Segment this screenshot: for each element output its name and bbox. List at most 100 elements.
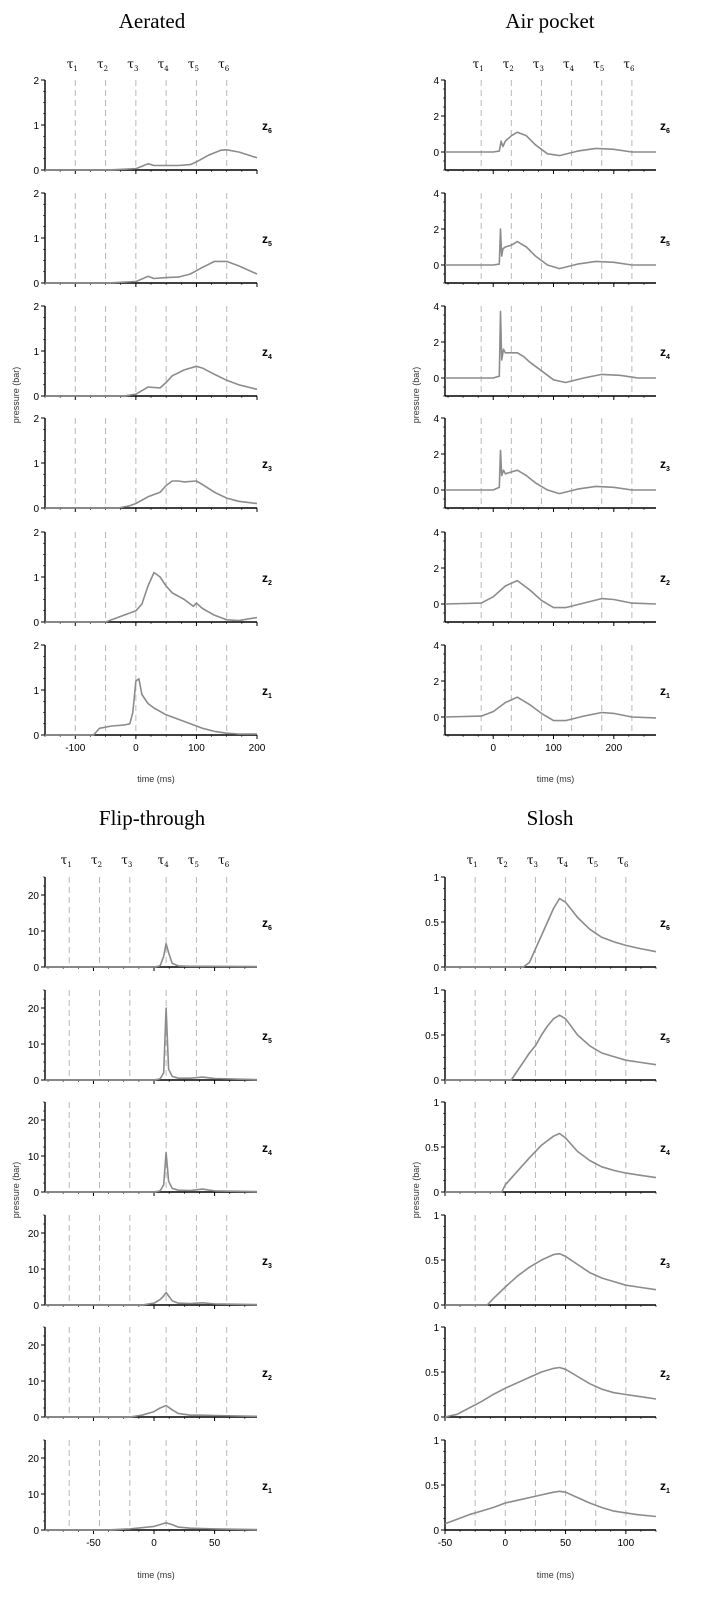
panel-z5: 0 0.5 1 z5 — [425, 986, 670, 1087]
y-tick-label: 10 — [28, 1040, 40, 1051]
x-axis-label: time (ms) — [137, 1570, 175, 1580]
y-tick-label: 0.5 — [425, 1256, 439, 1267]
panel-z1: 0 10 20 z1 -50 0 50 — [28, 1439, 272, 1549]
x-axis-label: time (ms) — [137, 774, 175, 784]
series-line-z5 — [45, 1007, 258, 1081]
y-tick-label: 1 — [433, 986, 439, 997]
x-tick-label: 200 — [249, 743, 266, 754]
panel-z6: 0 1 2 z6 — [33, 76, 272, 177]
series-label: z2 — [262, 1366, 272, 1382]
panel-z5: 0 1 2 z5 — [33, 189, 272, 290]
chart-title: Flip-through — [99, 806, 206, 830]
series-line-z4 — [445, 310, 656, 384]
panel-z6: 0 2 4 z6 — [433, 76, 670, 174]
tau-label: τ4 — [557, 853, 569, 869]
y-tick-label: 0 — [433, 963, 439, 974]
series-label: z1 — [262, 1479, 272, 1495]
y-tick-label: 0.5 — [425, 1481, 439, 1492]
chart-title: Air pocket — [505, 9, 594, 33]
tau-label: τ6 — [218, 853, 230, 869]
y-tick-label: 0 — [33, 1413, 39, 1424]
x-tick-label: 100 — [618, 1538, 635, 1549]
panel-z2: 0 10 20 z2 — [28, 1326, 272, 1424]
series-label: z1 — [660, 684, 670, 700]
panel-z4: 0 10 20 z4 — [28, 1101, 272, 1199]
chart-title: Slosh — [527, 806, 574, 830]
series-label: z4 — [660, 345, 670, 361]
x-tick-label: 0 — [490, 743, 496, 754]
panel-z1: 0 2 4 z1 0 100 200 — [433, 641, 670, 754]
panel-z3: 0 10 20 z3 — [28, 1214, 272, 1312]
tau-label: τ6 — [623, 57, 635, 73]
series-line-z3 — [45, 1291, 258, 1306]
tau-label: τ2 — [497, 853, 508, 869]
y-tick-label: 2 — [33, 76, 39, 87]
series-label: z3 — [262, 1254, 272, 1270]
y-tick-label: 4 — [433, 641, 439, 652]
tau-label: τ4 — [563, 57, 575, 73]
y-tick-label: 20 — [28, 1454, 40, 1465]
y-tick-label: 4 — [433, 528, 439, 539]
panel-z2: 0 1 2 z2 — [33, 528, 272, 629]
series-line-z1 — [444, 1490, 657, 1525]
y-tick-label: 0 — [433, 486, 439, 497]
y-tick-label: 10 — [28, 1490, 40, 1501]
x-tick-label: 0 — [133, 743, 139, 754]
y-tick-label: 0 — [33, 504, 39, 515]
y-tick-label: 0 — [433, 148, 439, 159]
series-label: z3 — [660, 457, 670, 473]
y-tick-label: 10 — [28, 1152, 40, 1163]
tau-label: τ1 — [61, 853, 72, 869]
tau-label: τ5 — [593, 57, 604, 73]
y-tick-label: 2 — [433, 450, 439, 461]
series-label: z5 — [262, 1029, 272, 1045]
y-tick-label: 0 — [433, 1413, 439, 1424]
y-axis-label: pressure (bar) — [411, 1162, 421, 1219]
series-line-z3 — [45, 480, 258, 509]
y-tick-label: 0 — [433, 1076, 439, 1087]
y-tick-label: 4 — [433, 189, 439, 200]
y-tick-label: 1 — [33, 347, 39, 358]
y-tick-label: 2 — [33, 528, 39, 539]
y-tick-label: 0 — [33, 1076, 39, 1087]
x-tick-label: 200 — [605, 743, 622, 754]
y-tick-label: 1 — [33, 234, 39, 245]
y-tick-label: 0 — [33, 279, 39, 290]
x-tick-label: 50 — [209, 1538, 221, 1549]
y-tick-label: 0 — [33, 1526, 39, 1537]
y-tick-label: 0 — [433, 1301, 439, 1312]
y-tick-label: 0 — [33, 392, 39, 403]
y-tick-label: 4 — [433, 414, 439, 425]
series-label: z6 — [262, 119, 272, 135]
x-axis-label: time (ms) — [537, 774, 575, 784]
x-tick-label: 0 — [151, 1538, 157, 1549]
tau-label: τ6 — [218, 57, 230, 73]
x-tick-label: 50 — [560, 1538, 572, 1549]
series-label: z5 — [660, 1029, 670, 1045]
series-line-z2 — [45, 1404, 258, 1418]
tau-label: τ4 — [158, 853, 170, 869]
y-tick-label: 0 — [433, 600, 439, 611]
series-label: z2 — [262, 571, 272, 587]
tau-label: τ3 — [127, 57, 138, 73]
tau-label: τ3 — [121, 853, 132, 869]
y-axis-label: pressure (bar) — [11, 1162, 21, 1219]
x-tick-label: -50 — [86, 1538, 101, 1549]
tau-label: τ3 — [533, 57, 544, 73]
series-line-z3 — [445, 1252, 657, 1306]
series-line-z4 — [445, 1132, 657, 1193]
y-axis-label: pressure (bar) — [11, 367, 21, 424]
y-tick-label: 0 — [433, 1526, 439, 1537]
tau-label: τ5 — [587, 853, 598, 869]
series-line-z6 — [45, 942, 258, 968]
y-tick-label: 10 — [28, 1265, 40, 1276]
series-line-z2 — [444, 579, 657, 609]
series-label: z6 — [660, 119, 670, 135]
y-tick-label: 20 — [28, 1116, 40, 1127]
panel-z6: 0 0.5 1 z6 — [425, 873, 670, 974]
tau-label: τ4 — [158, 57, 170, 73]
y-tick-label: 0 — [33, 1188, 39, 1199]
y-tick-label: 2 — [33, 641, 39, 652]
